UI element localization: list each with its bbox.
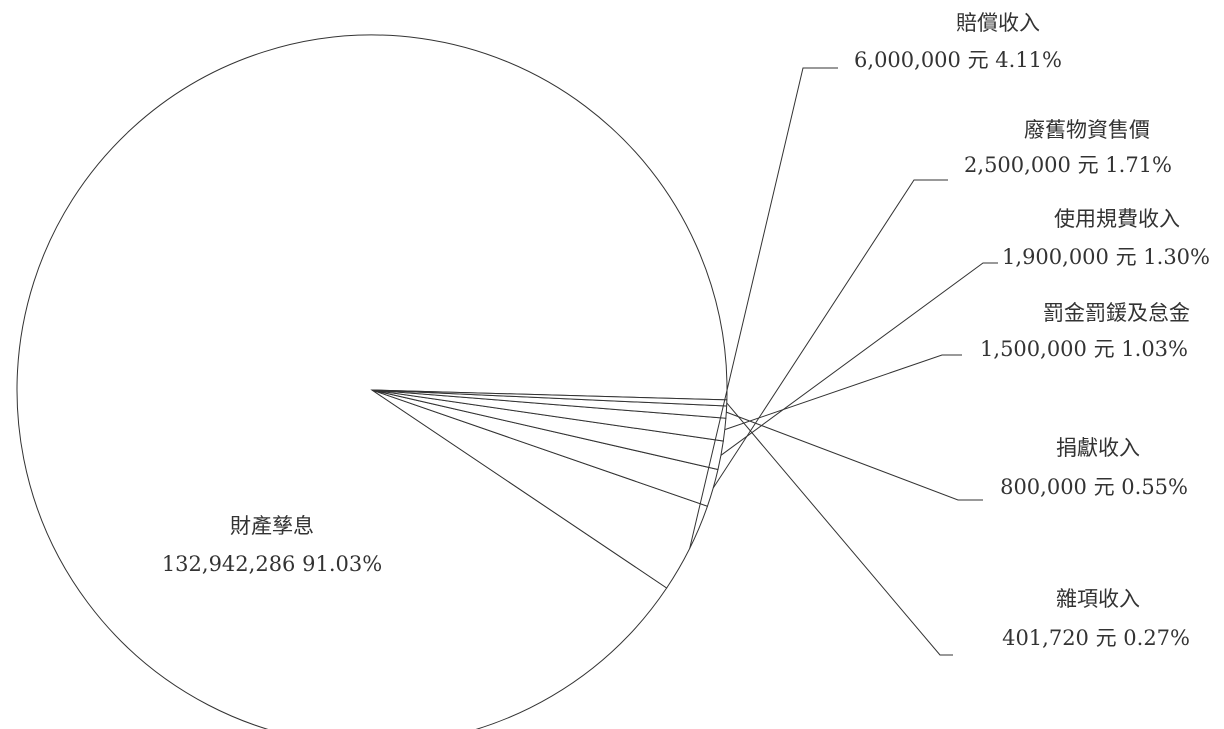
slice-label-value-1: 132,942,286 91.03% <box>162 552 382 576</box>
pie-slice-1 <box>16 34 728 729</box>
leader-line-3 <box>712 179 948 489</box>
slice-label-value-7: 401,720 元 0.27% <box>1002 626 1190 650</box>
leader-line-5 <box>724 354 962 431</box>
pie-slice-7 <box>371 389 728 407</box>
slice-label-value-5: 1,500,000 元 1.03% <box>980 337 1188 361</box>
slice-label-name-1: 財產孳息 <box>230 514 314 538</box>
slice-percent-6: 0.55% <box>1121 475 1188 499</box>
slice-percent-1: 91.03% <box>302 552 382 576</box>
slice-value-7: 401,720 元 <box>1002 626 1117 650</box>
leader-line-7 <box>726 402 953 656</box>
leader-line-6 <box>726 411 983 501</box>
slice-percent-5: 1.03% <box>1121 337 1188 361</box>
slice-value-1: 132,942,286 <box>162 552 296 576</box>
slice-label-name-4: 使用規費收入 <box>1054 207 1180 231</box>
slice-label-name-3: 廢舊物資售價 <box>1024 118 1150 142</box>
slice-label-name-7: 雜項收入 <box>1056 587 1140 611</box>
slice-percent-3: 1.71% <box>1105 153 1172 177</box>
leader-line-4 <box>720 262 998 456</box>
leader-lines <box>689 67 998 656</box>
slice-label-value-3: 2,500,000 元 1.71% <box>964 153 1172 177</box>
slice-label-name-5: 罰金罰鍰及怠金 <box>1043 301 1190 325</box>
slice-label-value-4: 1,900,000 元 1.30% <box>1002 245 1210 269</box>
slice-percent-4: 1.30% <box>1143 245 1210 269</box>
slice-percent-7: 0.27% <box>1123 626 1190 650</box>
slice-value-6: 800,000 元 <box>1000 475 1115 499</box>
slice-label-value-2: 6,000,000 元 4.11% <box>854 48 1062 72</box>
slice-value-2: 6,000,000 元 <box>854 48 989 72</box>
slice-value-3: 2,500,000 元 <box>964 153 1099 177</box>
slice-label-name-2: 賠償收入 <box>956 11 1040 35</box>
slice-value-5: 1,500,000 元 <box>980 337 1115 361</box>
slice-label-value-6: 800,000 元 0.55% <box>1000 475 1188 499</box>
slice-percent-2: 4.11% <box>995 48 1062 72</box>
slice-label-name-6: 捐獻收入 <box>1056 436 1140 460</box>
pie-slices <box>16 34 728 729</box>
slice-value-4: 1,900,000 元 <box>1002 245 1137 269</box>
leader-line-2 <box>689 67 838 549</box>
